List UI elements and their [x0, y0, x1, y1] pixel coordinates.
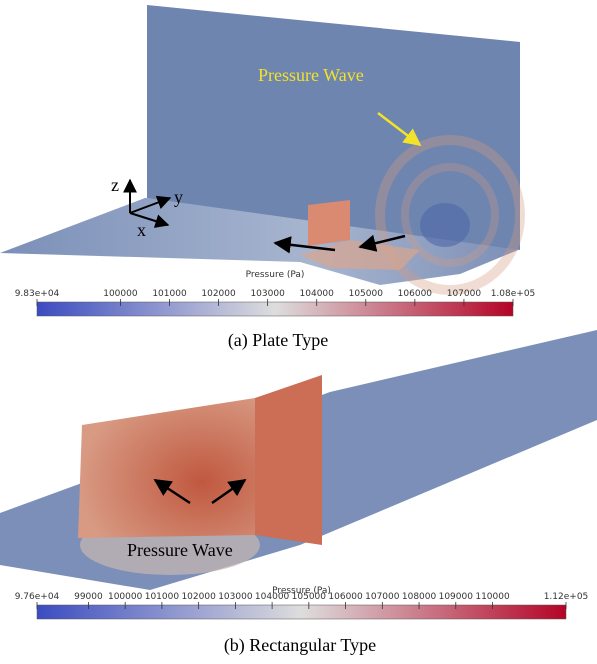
colorbar-tick-label: 103000 — [218, 592, 253, 602]
colorbar-tick-label: 9.83e+04 — [15, 289, 60, 299]
annotation: Pressure Wave — [258, 65, 364, 85]
colorbar-tick-label: 101000 — [152, 289, 187, 299]
render-a: Pressure Wave z y x — [0, 5, 520, 290]
colorbar-tick-label: 1.12e+05 — [544, 592, 589, 602]
colorbar-tick-label: 107000 — [447, 289, 482, 299]
colorbar-tick-label: 109000 — [439, 592, 474, 602]
figure: Pressure Wave z y x (a) Plate Type Press… — [0, 0, 597, 664]
colorbar-tick-label: 1.08e+05 — [491, 289, 536, 299]
colorbar-tick-label: 110000 — [475, 592, 510, 602]
colorbar-tick-label: 104000 — [300, 289, 335, 299]
colorbar-tick-label: 101000 — [145, 592, 180, 602]
caption: (b) Rectangular Type — [224, 635, 376, 656]
axis-label: z — [111, 175, 119, 195]
colorbar-tick-label: 99000 — [74, 592, 103, 602]
axis-label: y — [174, 187, 183, 207]
wall — [255, 375, 322, 545]
colorbar-tick-label: 108000 — [402, 592, 437, 602]
colorbar-tick-label: 103000 — [250, 289, 285, 299]
block — [308, 200, 350, 246]
caption: (a) Plate Type — [228, 330, 328, 351]
colorbar-tick-label: 102000 — [181, 592, 216, 602]
colorbar-tick-label: 102000 — [201, 289, 236, 299]
colorbar-tick-label: 106000 — [398, 289, 433, 299]
low-zone — [420, 203, 470, 247]
colorbar-tick-label: 100000 — [108, 592, 143, 602]
colorbar-title: Pressure (Pa) — [246, 270, 305, 280]
render-b: Pressure Wave — [0, 330, 597, 590]
colorbar-tick-label: 107000 — [365, 592, 400, 602]
colorbar-tick-label: 105000 — [292, 592, 327, 602]
colorbar-tick-label: 105000 — [349, 289, 384, 299]
colorbar-tick-label: 106000 — [328, 592, 363, 602]
colorbar — [37, 605, 566, 619]
wall — [78, 398, 255, 538]
colorbar-tick-label: 104000 — [255, 592, 290, 602]
annotation: Pressure Wave — [127, 540, 233, 560]
colorbar-tick-label: 100000 — [103, 289, 138, 299]
colorbar-tick-label: 9.76e+04 — [15, 592, 60, 602]
axis-label: x — [137, 220, 146, 240]
colorbar — [37, 302, 513, 316]
